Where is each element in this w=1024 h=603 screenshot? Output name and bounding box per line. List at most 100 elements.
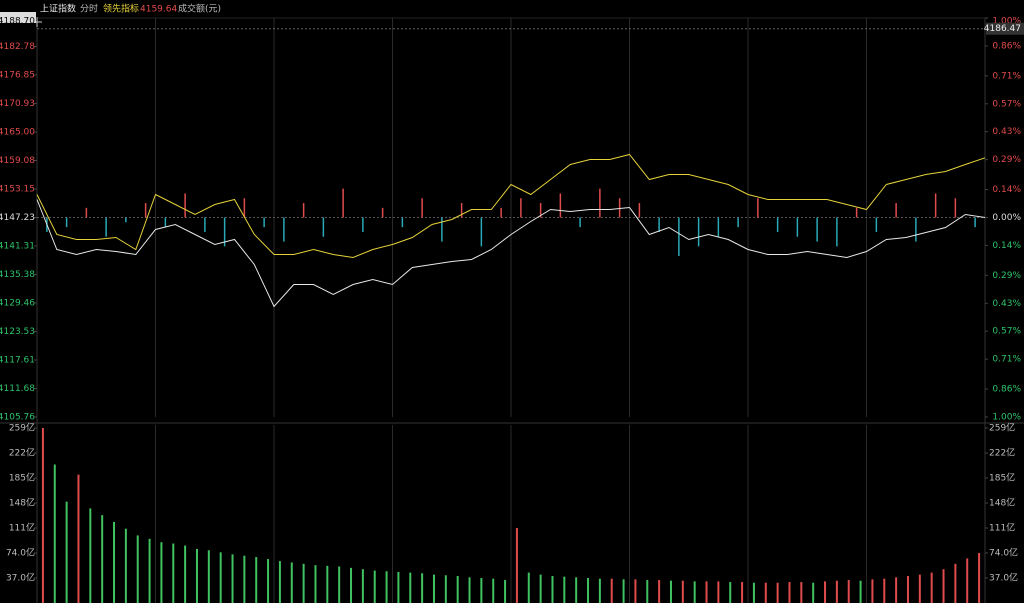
leading-bar bbox=[678, 217, 680, 256]
leading-bar bbox=[895, 203, 897, 218]
volume-bar bbox=[598, 578, 601, 603]
volume-bar bbox=[800, 582, 803, 603]
y-tick-label: 111亿 bbox=[9, 522, 35, 534]
leading-bar bbox=[915, 217, 917, 242]
volume-bar bbox=[444, 575, 447, 603]
y2-tick-label: 0.43% bbox=[992, 127, 1021, 137]
leading-value: 4159.64 bbox=[140, 5, 177, 15]
y2-tick-label: 1.00% bbox=[992, 413, 1021, 423]
y-tick-label: 4176.85 bbox=[0, 71, 35, 81]
leading-bar bbox=[618, 198, 621, 218]
y2-tick-label: 259亿 bbox=[989, 422, 1015, 434]
leading-bar bbox=[954, 198, 957, 218]
volume-bar bbox=[148, 538, 151, 603]
y-tick-label: 37.0亿 bbox=[6, 572, 35, 584]
volume-bar bbox=[480, 578, 483, 603]
volume-bar bbox=[113, 521, 116, 603]
volume-bar bbox=[195, 548, 198, 603]
volume-bar bbox=[326, 565, 329, 603]
volume-bar bbox=[610, 578, 613, 603]
y-tick-label: 4188.70 bbox=[0, 17, 35, 27]
y2-tick-label: 148亿 bbox=[989, 497, 1015, 509]
y2-tick-label: 0.57% bbox=[992, 327, 1021, 337]
volume-bar bbox=[776, 582, 779, 603]
leading-bar bbox=[638, 203, 641, 218]
price-line bbox=[36, 199, 986, 308]
volume-bar bbox=[397, 571, 400, 603]
volume-bar bbox=[338, 566, 341, 603]
volume-bar bbox=[290, 562, 293, 603]
y2-tick-label: 0.00% bbox=[992, 213, 1021, 223]
volume-bar bbox=[515, 528, 518, 603]
y2-tick-label: 0.43% bbox=[992, 299, 1021, 309]
volume-bar bbox=[741, 582, 744, 603]
volume-bar bbox=[918, 574, 921, 603]
leading-bar bbox=[105, 217, 107, 237]
volume-bar bbox=[658, 580, 661, 603]
volume-bar bbox=[847, 580, 850, 603]
volume-bar bbox=[468, 577, 471, 603]
volume-bar bbox=[243, 555, 246, 603]
leading-bar bbox=[144, 203, 147, 218]
leading-bar bbox=[441, 217, 443, 242]
volume-bar bbox=[966, 558, 969, 603]
volume-title: 成交额(元) bbox=[178, 3, 221, 15]
volume-bar bbox=[705, 581, 708, 603]
volume-bar bbox=[622, 579, 625, 603]
y-tick-label: 222亿 bbox=[9, 447, 35, 459]
leading-bar bbox=[263, 217, 265, 228]
volume-bar bbox=[504, 580, 507, 603]
volume-bar bbox=[693, 581, 696, 603]
legend-leading: 领先指标 bbox=[103, 3, 139, 15]
leading-bar bbox=[757, 198, 759, 218]
y2-tick-label: 111亿 bbox=[989, 522, 1015, 534]
period-label: 分时 bbox=[80, 3, 98, 15]
y-tick-label: 4159.08 bbox=[0, 156, 35, 166]
crosshair-box bbox=[986, 22, 1024, 35]
volume-bar bbox=[492, 578, 495, 603]
volume-bar bbox=[136, 535, 139, 603]
volume-bar bbox=[527, 572, 530, 603]
volume-bar bbox=[373, 570, 376, 603]
y2-tick-label: 74.0亿 bbox=[989, 547, 1018, 559]
volume-bar bbox=[89, 508, 92, 603]
volume-bar bbox=[729, 582, 732, 603]
volume-bar bbox=[812, 582, 815, 603]
leading-bar bbox=[342, 188, 344, 218]
leading-bar bbox=[717, 217, 720, 237]
leading-bar bbox=[283, 217, 285, 242]
leading-bar bbox=[65, 217, 68, 228]
y2-tick-label: 0.14% bbox=[992, 241, 1021, 251]
leading-bar bbox=[539, 203, 542, 218]
volume-bar bbox=[669, 580, 672, 603]
volume-bar bbox=[207, 550, 210, 603]
volume-bar bbox=[385, 571, 388, 603]
volume-bar bbox=[978, 553, 981, 603]
y-tick-label: 4135.38 bbox=[0, 270, 35, 280]
y-tick-label: 4170.93 bbox=[0, 99, 35, 109]
leading-bar bbox=[223, 217, 226, 247]
volume-bar bbox=[41, 428, 44, 603]
y-tick-label: 4129.46 bbox=[0, 298, 35, 308]
y-tick-label: 259亿 bbox=[9, 422, 35, 434]
y2-tick-label: 0.29% bbox=[992, 155, 1021, 165]
y2-tick-label: 0.71% bbox=[992, 71, 1021, 81]
volume-bar bbox=[835, 580, 838, 603]
leading-bar bbox=[164, 217, 167, 228]
leading-bar bbox=[302, 203, 305, 218]
y-tick-label: 4147.23 bbox=[0, 213, 35, 223]
leading-bar bbox=[381, 207, 384, 218]
leading-bar bbox=[855, 207, 858, 218]
leading-bar bbox=[974, 217, 976, 228]
leading-bar bbox=[776, 217, 779, 232]
y-tick-label: 4153.15 bbox=[0, 185, 35, 195]
leading-bar bbox=[500, 207, 502, 218]
volume-bar bbox=[53, 464, 56, 603]
volume-bar bbox=[65, 501, 68, 603]
leading-bar bbox=[85, 207, 88, 218]
volume-bar bbox=[883, 578, 886, 603]
y-tick-label: 4123.53 bbox=[0, 327, 35, 337]
leading-bar bbox=[658, 217, 660, 232]
